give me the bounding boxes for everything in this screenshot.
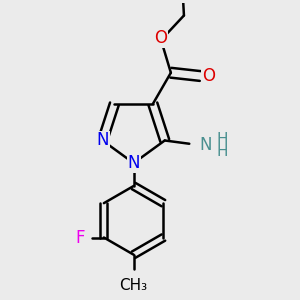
Text: O: O — [154, 29, 168, 47]
Text: CH₃: CH₃ — [120, 278, 148, 292]
Text: N: N — [200, 136, 212, 154]
Text: H: H — [216, 132, 228, 147]
Text: N: N — [128, 154, 140, 172]
Text: O: O — [202, 67, 215, 85]
Text: N: N — [96, 131, 109, 149]
Text: F: F — [75, 229, 85, 247]
Text: H: H — [216, 144, 228, 159]
